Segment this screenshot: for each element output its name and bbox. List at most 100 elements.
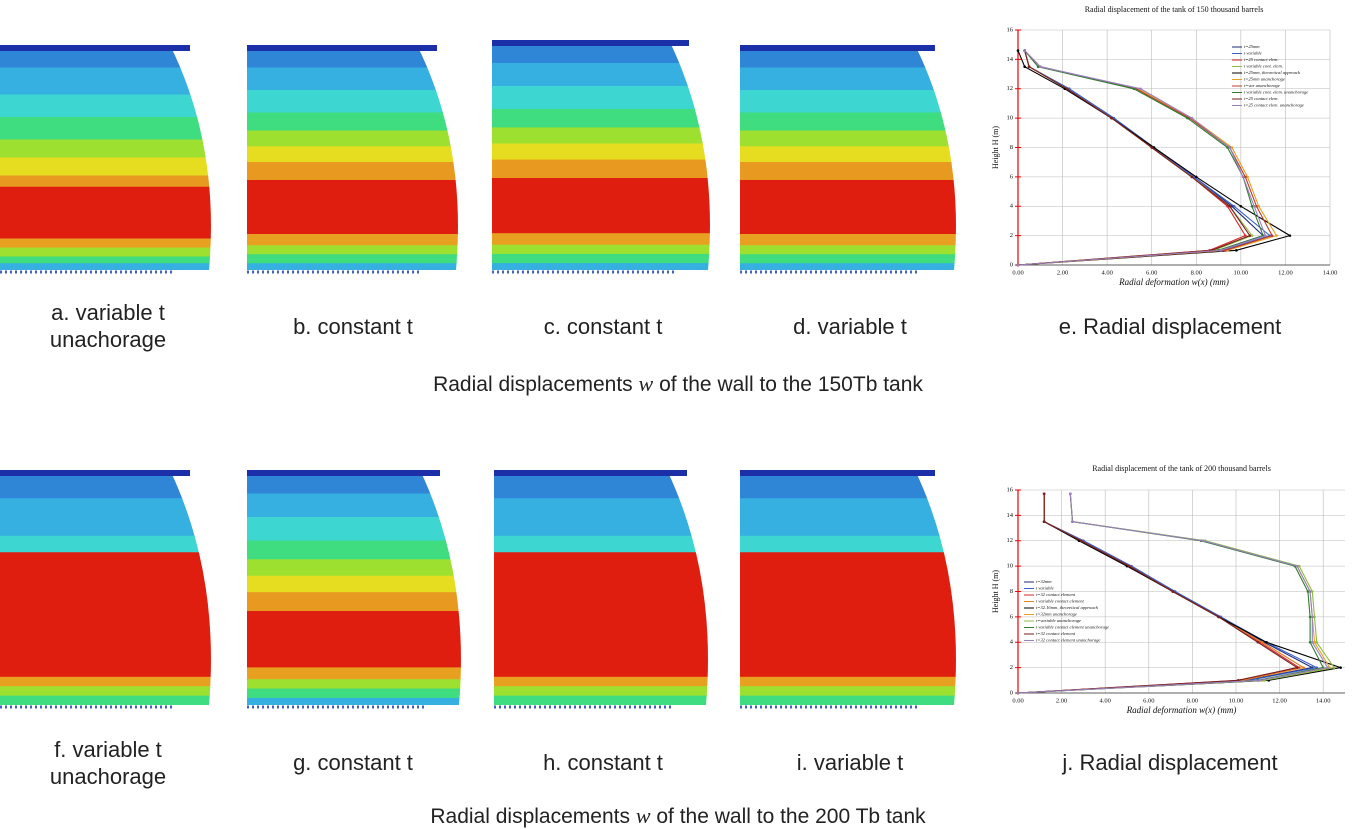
color-band	[740, 245, 970, 255]
y-tick-label: 14	[1007, 56, 1014, 63]
tank-roof	[740, 45, 935, 51]
color-band	[740, 686, 970, 696]
x-tick-label: 12.00	[1278, 269, 1293, 276]
color-band	[247, 162, 472, 181]
tank-roof	[740, 470, 935, 476]
point-marker	[1110, 117, 1113, 120]
point-marker	[1217, 616, 1220, 619]
color-band	[247, 146, 472, 162]
legend-label: t variable cont. elem. unanchorage	[1244, 90, 1308, 95]
legend-label: t=25 contact elem.	[1244, 96, 1279, 101]
section-caption: Radial displacements w of the wall to th…	[433, 371, 923, 396]
tank-render	[0, 470, 225, 706]
color-band	[247, 234, 472, 246]
x-tick-label: 2.00	[1057, 269, 1068, 276]
color-band	[740, 113, 970, 132]
color-band	[247, 113, 472, 132]
point-marker	[1265, 641, 1268, 644]
tank-roof	[247, 45, 437, 51]
color-band	[0, 498, 225, 536]
point-marker	[1296, 565, 1299, 568]
point-marker	[1150, 146, 1153, 149]
color-band	[740, 146, 970, 162]
point-marker	[1017, 264, 1020, 267]
point-marker	[1261, 641, 1264, 644]
charts: Radial displacement of the tank of 150 t…	[991, 5, 1345, 715]
color-band	[740, 498, 970, 536]
color-band	[247, 90, 472, 113]
y-tick-label: 0	[1010, 689, 1013, 696]
point-marker	[1191, 176, 1194, 179]
tank-render	[740, 470, 970, 706]
point-marker	[1253, 205, 1256, 208]
color-band	[494, 498, 722, 536]
legend-label: t=25mm, theoretical approach	[1244, 70, 1301, 76]
point-marker	[1028, 65, 1031, 68]
color-band	[492, 178, 724, 234]
y-tick-label: 0	[1010, 261, 1013, 268]
legend-label: t=25 contact elem. unanchorage	[1244, 103, 1304, 108]
point-marker	[1231, 146, 1234, 149]
panel-caption: a. variable t	[51, 300, 165, 325]
x-tick-label: 10.00	[1234, 269, 1249, 276]
legend-label: t variable contact element unanchorage	[1036, 625, 1109, 630]
panel-caption: g. constant t	[293, 750, 413, 775]
caption-text: of the wall to the 150Tb tank	[659, 373, 923, 396]
color-band	[247, 611, 475, 668]
legend-label: t=25mm	[1244, 44, 1260, 49]
legend-label: t=32 contact element	[1036, 592, 1076, 597]
panel-caption: d. variable t	[793, 314, 907, 339]
x-tick-label: 10.00	[1229, 697, 1244, 704]
point-marker	[1071, 520, 1074, 523]
x-tick-label: 0.00	[1012, 697, 1023, 704]
color-band	[247, 254, 472, 264]
color-band	[740, 68, 970, 91]
caption-symbol: w	[639, 371, 654, 396]
y-tick-label: 6	[1010, 613, 1014, 620]
panel-caption: unachorage	[50, 327, 166, 352]
color-band	[0, 239, 225, 249]
point-marker	[1202, 539, 1205, 542]
point-marker	[1128, 565, 1131, 568]
point-marker	[1017, 692, 1020, 695]
color-band	[494, 677, 722, 687]
point-marker	[1251, 205, 1254, 208]
color-band	[247, 263, 472, 270]
color-band	[247, 517, 475, 541]
section-caption: Radial displacements w of the wall to th…	[430, 803, 926, 828]
point-marker	[1244, 176, 1247, 179]
point-marker	[1139, 87, 1142, 90]
color-band	[247, 689, 475, 699]
point-marker	[1017, 49, 1020, 52]
point-marker	[1235, 249, 1238, 252]
legend-label: t=25mm unanchorage	[1244, 77, 1285, 82]
point-marker	[1246, 176, 1249, 179]
tank-render	[740, 45, 970, 271]
point-marker	[1275, 234, 1278, 237]
color-band	[492, 233, 724, 245]
color-band	[0, 248, 225, 258]
color-band	[0, 95, 225, 118]
legend-label: t variable	[1036, 586, 1054, 591]
color-band	[247, 494, 475, 518]
point-marker	[1248, 234, 1251, 237]
y-tick-label: 10	[1007, 115, 1014, 122]
panel-caption: b. constant t	[293, 314, 413, 339]
color-band	[492, 127, 724, 144]
color-band	[0, 140, 225, 159]
legend-label: t=32mm unanchorage	[1036, 612, 1077, 617]
panel-caption: i. variable t	[797, 750, 903, 775]
color-band	[247, 679, 475, 689]
chart: Radial displacement of the tank of 150 t…	[991, 5, 1337, 287]
legend-label: t=25 contact elem.	[1244, 57, 1279, 62]
caption-symbol: w	[636, 803, 651, 828]
y-tick-label: 14	[1007, 512, 1014, 519]
point-marker	[1228, 146, 1231, 149]
point-marker	[1039, 65, 1042, 68]
x-tick-label: 0.00	[1012, 269, 1023, 276]
y-tick-label: 10	[1007, 563, 1014, 570]
x-tick-label: 4.00	[1101, 269, 1112, 276]
color-band	[740, 162, 970, 181]
color-band	[0, 117, 225, 140]
point-marker	[1043, 493, 1046, 496]
